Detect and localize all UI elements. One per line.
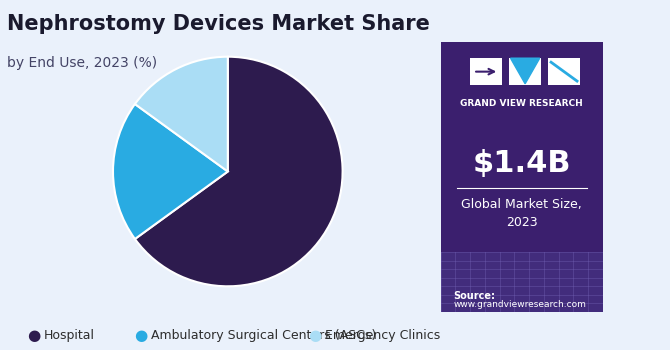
FancyBboxPatch shape <box>548 58 580 85</box>
Text: Ambulatory Surgical Centers (ASCs): Ambulatory Surgical Centers (ASCs) <box>151 329 376 343</box>
Text: www.grandviewresearch.com: www.grandviewresearch.com <box>454 300 587 309</box>
Text: ●: ● <box>27 329 40 343</box>
FancyBboxPatch shape <box>441 252 603 312</box>
Wedge shape <box>135 57 342 286</box>
Wedge shape <box>135 57 228 172</box>
FancyBboxPatch shape <box>509 58 541 85</box>
Text: ●: ● <box>308 329 322 343</box>
Polygon shape <box>511 58 540 84</box>
Text: Emergency Clinics: Emergency Clinics <box>325 329 440 343</box>
FancyBboxPatch shape <box>470 58 502 85</box>
Text: Source:: Source: <box>454 291 496 301</box>
Text: GRAND VIEW RESEARCH: GRAND VIEW RESEARCH <box>460 99 584 107</box>
Text: by End Use, 2023 (%): by End Use, 2023 (%) <box>7 56 157 70</box>
Text: Nephrostomy Devices Market Share: Nephrostomy Devices Market Share <box>7 14 429 34</box>
Text: ●: ● <box>134 329 147 343</box>
Text: Global Market Size,
2023: Global Market Size, 2023 <box>462 198 582 229</box>
Text: Hospital: Hospital <box>44 329 94 343</box>
Text: $1.4B: $1.4B <box>472 149 571 178</box>
Wedge shape <box>113 104 228 239</box>
